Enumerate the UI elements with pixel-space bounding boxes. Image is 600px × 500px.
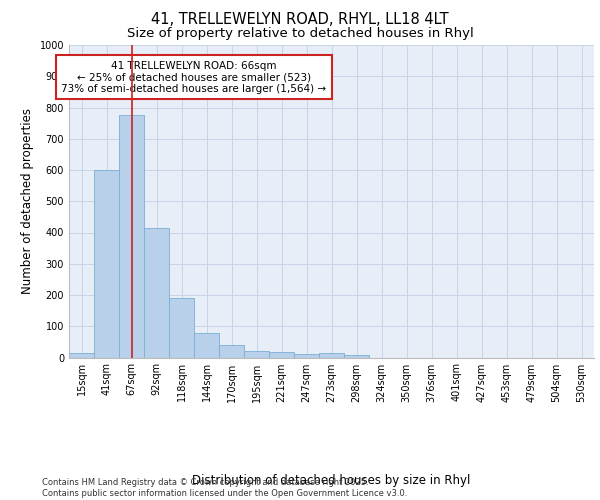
- Bar: [219, 345, 244, 358]
- Bar: [69, 353, 94, 358]
- Text: Contains HM Land Registry data © Crown copyright and database right 2025.
Contai: Contains HM Land Registry data © Crown c…: [42, 478, 407, 498]
- Bar: [319, 353, 344, 358]
- Bar: [269, 352, 294, 358]
- Bar: [94, 170, 119, 358]
- Bar: [344, 356, 369, 358]
- Text: 41 TRELLEWELYN ROAD: 66sqm
← 25% of detached houses are smaller (523)
73% of sem: 41 TRELLEWELYN ROAD: 66sqm ← 25% of deta…: [61, 60, 326, 94]
- Text: 41, TRELLEWELYN ROAD, RHYL, LL18 4LT: 41, TRELLEWELYN ROAD, RHYL, LL18 4LT: [151, 12, 449, 28]
- Bar: [294, 354, 319, 358]
- Bar: [244, 351, 269, 358]
- Bar: [169, 298, 194, 358]
- Text: Size of property relative to detached houses in Rhyl: Size of property relative to detached ho…: [127, 28, 473, 40]
- X-axis label: Distribution of detached houses by size in Rhyl: Distribution of detached houses by size …: [193, 474, 470, 487]
- Y-axis label: Number of detached properties: Number of detached properties: [21, 108, 34, 294]
- Bar: [144, 228, 169, 358]
- Bar: [119, 116, 144, 358]
- Bar: [194, 334, 219, 357]
